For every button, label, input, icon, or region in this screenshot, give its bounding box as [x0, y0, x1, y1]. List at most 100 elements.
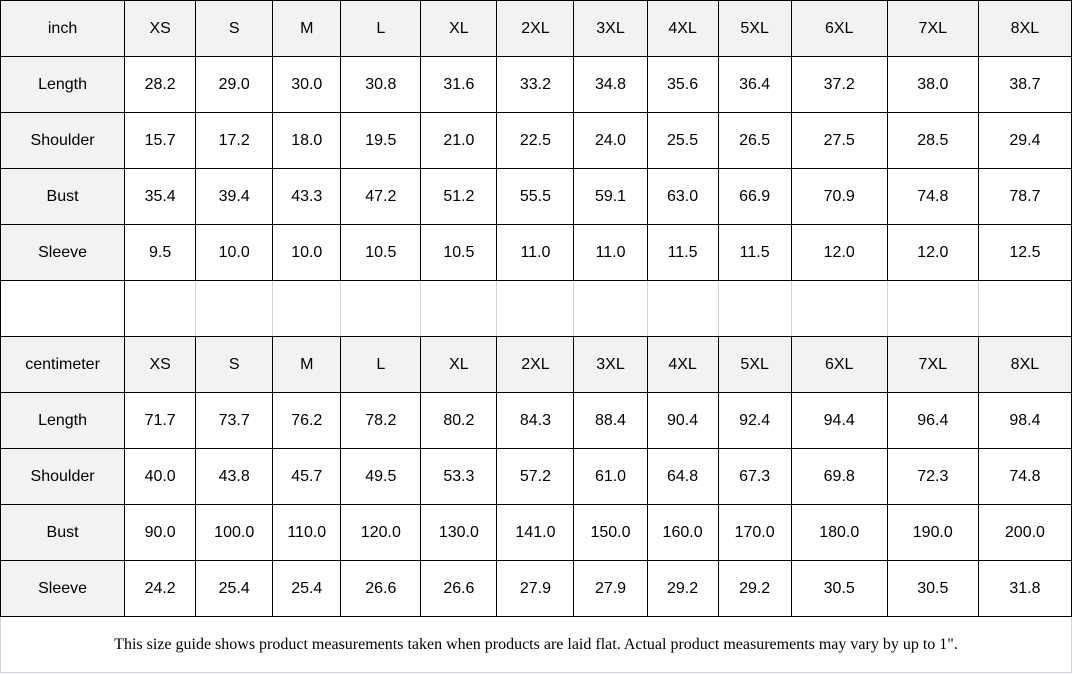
size-column-header: XL	[420, 0, 498, 57]
value-cell: 24.2	[124, 560, 197, 617]
value-cell: 74.8	[886, 168, 979, 225]
value-cell: 67.3	[717, 448, 792, 505]
row-label-cell: Shoulder	[0, 448, 126, 505]
value-cell: 12.5	[977, 224, 1072, 281]
value-cell: 28.5	[886, 112, 979, 169]
size-column-header: XS	[124, 0, 197, 57]
size-column-header: 7XL	[886, 336, 979, 393]
size-column-header: S	[195, 336, 274, 393]
value-cell: 98.4	[977, 392, 1072, 449]
value-cell: 29.2	[717, 560, 792, 617]
value-cell: 30.8	[340, 56, 422, 113]
unit-header-row-centimeter: centimeter XS S M L XL 2XL 3XL 4XL 5XL 6XL 7XL 8XL	[0, 336, 1072, 393]
value-cell: 27.5	[790, 112, 888, 169]
measurement-row-length-centimeter: Length 71.7 73.7 76.2 78.2 80.2 84.3 88.4 90.4 92…	[0, 392, 1072, 449]
spacer-cell	[573, 280, 648, 337]
size-column-header: 6XL	[790, 0, 888, 57]
row-label-cell: Bust	[0, 168, 126, 225]
size-column-header: 2XL	[496, 336, 575, 393]
size-table-body: inch XS S M L XL 2XL 3XL 4XL 5XL 6XL 7XL 8XL Length 28…	[0, 0, 1072, 617]
value-cell: 34.8	[573, 56, 648, 113]
spacer-cell	[886, 280, 979, 337]
value-cell: 180.0	[790, 504, 888, 561]
value-cell: 11.0	[573, 224, 648, 281]
value-cell: 24.0	[573, 112, 648, 169]
size-column-header: 4XL	[646, 336, 719, 393]
value-cell: 76.2	[272, 392, 342, 449]
value-cell: 43.8	[195, 448, 274, 505]
value-cell: 35.6	[646, 56, 719, 113]
value-cell: 80.2	[420, 392, 498, 449]
value-cell: 45.7	[272, 448, 342, 505]
value-cell: 29.2	[646, 560, 719, 617]
value-cell: 96.4	[886, 392, 979, 449]
value-cell: 53.3	[420, 448, 498, 505]
size-column-header: XS	[124, 336, 197, 393]
value-cell: 11.5	[646, 224, 719, 281]
spacer-row	[0, 280, 1072, 337]
spacer-cell	[420, 280, 498, 337]
value-cell: 150.0	[573, 504, 648, 561]
value-cell: 28.2	[124, 56, 197, 113]
measurement-row-shoulder-inch: Shoulder 15.7 17.2 18.0 19.5 21.0 22.5 24.0 25.5…	[0, 112, 1072, 169]
value-cell: 30.5	[790, 560, 888, 617]
row-label-cell: Length	[0, 392, 126, 449]
value-cell: 57.2	[496, 448, 575, 505]
value-cell: 160.0	[646, 504, 719, 561]
size-column-header: 8XL	[977, 336, 1072, 393]
value-cell: 90.4	[646, 392, 719, 449]
value-cell: 88.4	[573, 392, 648, 449]
value-cell: 26.6	[340, 560, 422, 617]
spacer-cell	[717, 280, 792, 337]
size-column-header: S	[195, 0, 274, 57]
value-cell: 40.0	[124, 448, 197, 505]
size-column-header: 4XL	[646, 0, 719, 57]
size-column-header: 2XL	[496, 0, 575, 57]
value-cell: 61.0	[573, 448, 648, 505]
row-label-cell: Bust	[0, 504, 126, 561]
spacer-cell	[124, 280, 197, 337]
spacer-cell	[496, 280, 575, 337]
value-cell: 27.9	[496, 560, 575, 617]
value-cell: 12.0	[886, 224, 979, 281]
value-cell: 49.5	[340, 448, 422, 505]
value-cell: 90.0	[124, 504, 197, 561]
value-cell: 38.0	[886, 56, 979, 113]
size-column-header: 3XL	[573, 0, 648, 57]
value-cell: 10.0	[195, 224, 274, 281]
value-cell: 27.9	[573, 560, 648, 617]
value-cell: 66.9	[717, 168, 792, 225]
value-cell: 170.0	[717, 504, 792, 561]
value-cell: 25.4	[272, 560, 342, 617]
value-cell: 35.4	[124, 168, 197, 225]
value-cell: 51.2	[420, 168, 498, 225]
value-cell: 43.3	[272, 168, 342, 225]
measurement-row-shoulder-centimeter: Shoulder 40.0 43.8 45.7 49.5 53.3 57.2 61.0 64.8…	[0, 448, 1072, 505]
value-cell: 19.5	[340, 112, 422, 169]
value-cell: 11.5	[717, 224, 792, 281]
spacer-cell	[340, 280, 422, 337]
value-cell: 21.0	[420, 112, 498, 169]
measurement-row-bust-inch: Bust 35.4 39.4 43.3 47.2 51.2 55.5 59.1 63.0 66.9…	[0, 168, 1072, 225]
value-cell: 25.4	[195, 560, 274, 617]
value-cell: 17.2	[195, 112, 274, 169]
value-cell: 130.0	[420, 504, 498, 561]
value-cell: 84.3	[496, 392, 575, 449]
value-cell: 73.7	[195, 392, 274, 449]
spacer-cell	[272, 280, 342, 337]
measurement-row-sleeve-centimeter: Sleeve 24.2 25.4 25.4 26.6 26.6 27.9 27.9 29.2 29…	[0, 560, 1072, 617]
value-cell: 36.4	[717, 56, 792, 113]
value-cell: 47.2	[340, 168, 422, 225]
measurement-row-length-inch: Length 28.2 29.0 30.0 30.8 31.6 33.2 34.8 35.6 36…	[0, 56, 1072, 113]
value-cell: 72.3	[886, 448, 979, 505]
value-cell: 10.5	[420, 224, 498, 281]
value-cell: 11.0	[496, 224, 575, 281]
unit-header-row-inch: inch XS S M L XL 2XL 3XL 4XL 5XL 6XL 7XL 8XL	[0, 0, 1072, 57]
value-cell: 38.7	[977, 56, 1072, 113]
row-label-cell: Sleeve	[0, 560, 126, 617]
value-cell: 69.8	[790, 448, 888, 505]
size-column-header: XL	[420, 336, 498, 393]
spacer-cell	[0, 280, 126, 337]
value-cell: 30.5	[886, 560, 979, 617]
spacer-cell	[977, 280, 1072, 337]
